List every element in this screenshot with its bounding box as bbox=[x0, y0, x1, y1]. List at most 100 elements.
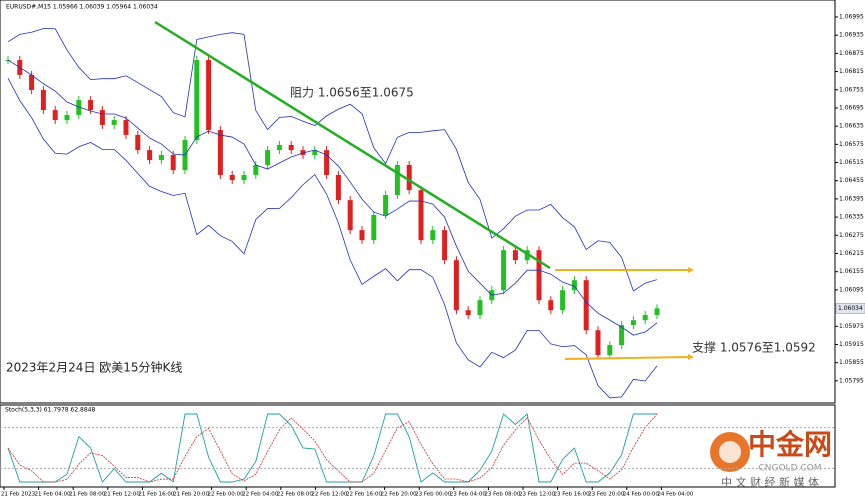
x-tick-label: 22 Feb 12:00 bbox=[311, 492, 348, 498]
candle bbox=[40, 90, 46, 111]
candle bbox=[123, 120, 129, 135]
candle bbox=[654, 308, 660, 316]
candle bbox=[194, 60, 200, 141]
y-tick-label: 1.05795 bbox=[839, 377, 864, 384]
y-tick-label: 1.06755 bbox=[839, 86, 864, 93]
logo-inner bbox=[719, 441, 741, 463]
candle bbox=[453, 260, 459, 311]
candle bbox=[430, 230, 436, 241]
x-tick-label: 22 Feb 00:00 bbox=[208, 492, 245, 498]
x-tick-label: 23 Feb 12:00 bbox=[519, 492, 556, 498]
x-tick-label: 22 Feb 20:00 bbox=[381, 492, 418, 498]
candle bbox=[536, 250, 542, 301]
y-tick-label: 1.06995 bbox=[839, 13, 864, 20]
y-tick-label: 1.06395 bbox=[839, 195, 864, 202]
x-tick-label: 22 Feb 08:00 bbox=[277, 492, 314, 498]
candle bbox=[312, 150, 318, 155]
y-tick-label: 1.06635 bbox=[839, 123, 864, 130]
candle bbox=[607, 345, 613, 356]
candle bbox=[253, 164, 259, 175]
y-tick-label: 1.06155 bbox=[839, 268, 864, 275]
y-tick-label: 1.06275 bbox=[839, 232, 864, 239]
x-tick-label: 21 Feb 20:00 bbox=[173, 492, 210, 498]
candle bbox=[52, 110, 58, 121]
candle bbox=[76, 100, 82, 115]
candle bbox=[288, 144, 294, 151]
bollinger-band bbox=[7, 59, 658, 336]
candle bbox=[347, 200, 353, 231]
y-tick-label: 1.06515 bbox=[839, 159, 864, 166]
candle bbox=[371, 214, 377, 241]
candle bbox=[147, 150, 153, 161]
y-tick-label: 1.06815 bbox=[839, 68, 864, 75]
candle bbox=[324, 150, 330, 175]
candle bbox=[170, 154, 176, 171]
x-tick-label: 21 Feb 12:00 bbox=[104, 492, 141, 498]
stoch-d bbox=[7, 413, 658, 483]
bollinger-band bbox=[7, 78, 658, 399]
candle bbox=[583, 280, 589, 331]
y-tick-label: 1.05975 bbox=[839, 323, 864, 330]
x-tick-label: 23 Feb 20:00 bbox=[588, 492, 625, 498]
bollinger-band bbox=[7, 28, 658, 292]
y-tick-label: 1.06095 bbox=[839, 286, 864, 293]
candle bbox=[560, 290, 566, 311]
arrow-head bbox=[688, 267, 694, 273]
candle bbox=[265, 150, 271, 165]
candle bbox=[406, 164, 412, 191]
candle bbox=[383, 194, 389, 215]
candle bbox=[442, 230, 448, 261]
candle bbox=[29, 74, 35, 91]
x-tick-label: 23 Feb 04:00 bbox=[450, 492, 487, 498]
support-arrow bbox=[564, 356, 689, 360]
x-tick-label: 22 Feb 04:00 bbox=[242, 492, 279, 498]
x-tick-label: 24 Feb 04:00 bbox=[657, 492, 694, 498]
candle bbox=[394, 164, 400, 195]
indicator-panel bbox=[0, 404, 836, 488]
y-tick-label: 1.05855 bbox=[839, 359, 864, 366]
candle bbox=[276, 144, 282, 151]
candle bbox=[642, 315, 648, 321]
candle bbox=[335, 174, 341, 201]
x-tick-label: 23 Feb 00:00 bbox=[415, 492, 452, 498]
x-tick-label: 21 Feb 08:00 bbox=[69, 492, 106, 498]
candle bbox=[111, 120, 117, 125]
x-tick-label: 21 Feb 04:00 bbox=[35, 492, 72, 498]
candle bbox=[241, 174, 247, 181]
x-tick-label: 21 Feb 2023 bbox=[1, 492, 36, 498]
y-tick-label: 1.06335 bbox=[839, 214, 864, 221]
stoch-k bbox=[7, 413, 657, 483]
y-tick-label: 1.06695 bbox=[839, 104, 864, 111]
arrow-head bbox=[688, 354, 694, 360]
watermark-name: 中金网 bbox=[748, 428, 832, 461]
x-tick-label: 23 Feb 08:00 bbox=[484, 492, 521, 498]
candle bbox=[64, 114, 70, 121]
candle bbox=[548, 300, 554, 311]
y-tick-label: 1.05915 bbox=[839, 341, 864, 348]
candle bbox=[359, 230, 365, 241]
candle bbox=[619, 325, 625, 346]
chart-title: 2023年2月24日 欧美15分钟K线 bbox=[6, 360, 182, 375]
x-tick-label: 24 Feb 00:00 bbox=[623, 492, 660, 498]
y-tick-label: 1.06935 bbox=[839, 32, 864, 39]
candle bbox=[300, 150, 306, 155]
candle bbox=[135, 134, 141, 151]
candle bbox=[88, 100, 94, 111]
support-label: 支撑 1.0576至1.0592 bbox=[692, 340, 816, 355]
candle bbox=[571, 280, 577, 291]
candle bbox=[465, 310, 471, 316]
candle bbox=[158, 154, 164, 161]
trend-line bbox=[154, 20, 551, 270]
y-tick-label: 1.06875 bbox=[839, 50, 864, 57]
x-tick-label: 23 Feb 16:00 bbox=[554, 492, 591, 498]
y-tick-label: 1.06455 bbox=[839, 177, 864, 184]
header: EURUSD#,M15 1.05966 1.06039 1.05964 1.06… bbox=[6, 4, 158, 11]
candle bbox=[5, 60, 11, 62]
candle bbox=[99, 110, 105, 125]
indicator-label: Stoch(5,3,3) 61.7978 62.8848 bbox=[5, 407, 96, 414]
price-panel bbox=[0, 0, 836, 404]
watermark-slogan: 中 文 财 经 新 媒 体 bbox=[721, 475, 819, 489]
y-tick-label: 1.06575 bbox=[839, 141, 864, 148]
candle bbox=[501, 250, 507, 291]
